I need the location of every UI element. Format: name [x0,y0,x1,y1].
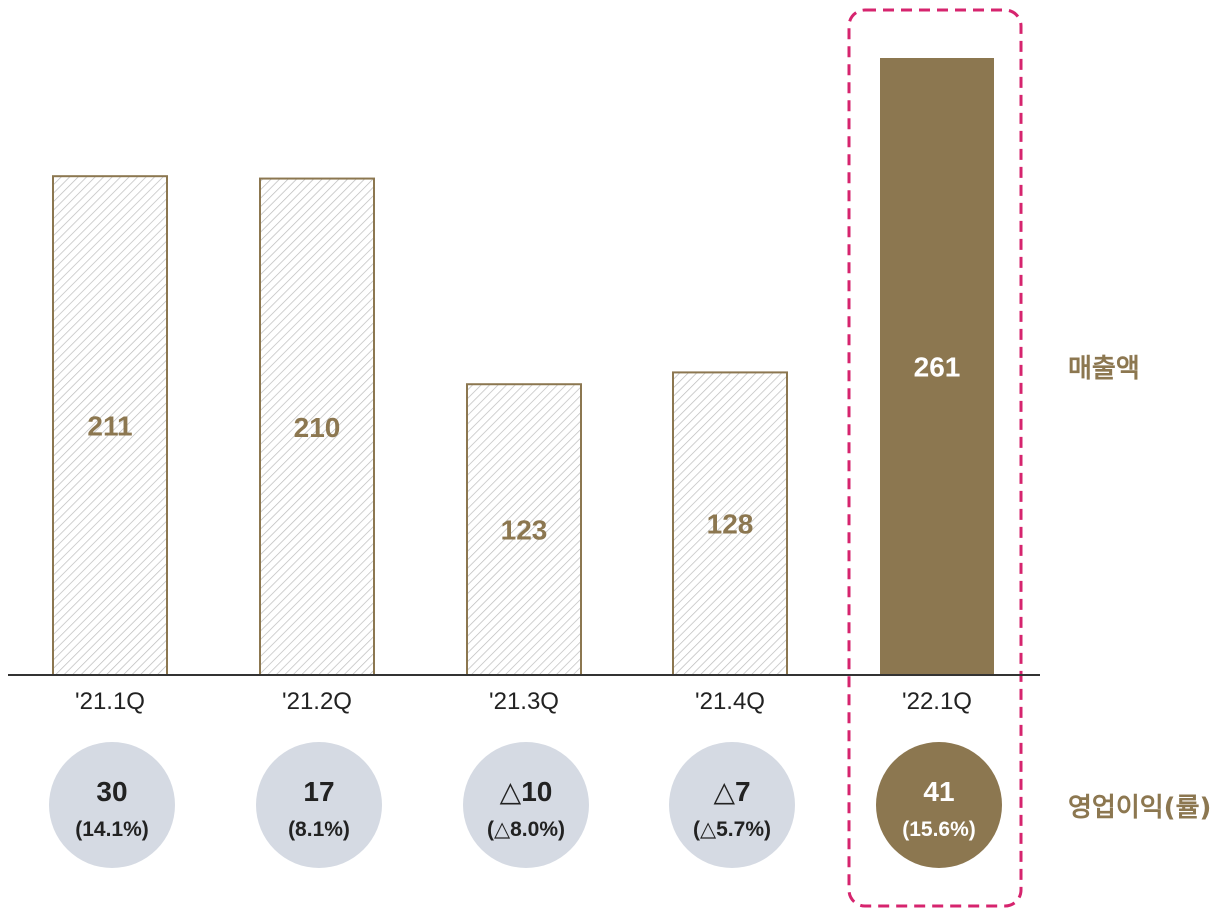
revenue-bars: 211 210 123 128 261 [52,58,994,677]
operating-profit-rate: (14.1%) [75,818,149,841]
operating-profit-rate: (15.6%) [902,818,976,841]
highlight-box [847,8,1023,908]
revenue-value-label: 261 [914,352,961,383]
revenue-series-label: 매출액 [1068,354,1140,384]
x-tick-label: '22.1Q [902,688,972,715]
operating-profit-value: 17 [303,776,334,807]
x-tick-label: '21.1Q [75,688,145,715]
operating-profit-value: 30 [96,776,127,807]
operating-profit-circle [876,742,1002,868]
x-tick-label: '21.4Q [695,688,765,715]
revenue-value-label: 211 [87,411,132,442]
operating-profit-circle [669,742,795,868]
revenue-value-label: 128 [707,509,754,540]
revenue-value-label: 210 [294,412,341,443]
revenue-bar [672,371,788,676]
revenue-bar [259,177,375,676]
operating-profit-value: △10 [500,776,553,807]
revenue-value-label: 123 [501,515,548,546]
operating-profit-rate: (△5.7%) [693,818,771,841]
operating-profit-value: 41 [923,776,954,807]
x-tick-label: '21.2Q [282,688,352,715]
operating-profit-circle [463,742,589,868]
operating-profit-value: △7 [713,776,750,807]
x-tick-label: '21.3Q [489,688,559,715]
revenue-bar [52,175,168,677]
operating-profit-row: 30 (14.1%) 17 (8.1%) △10 (△8.0%) △7 (△5.7%) 41 (1… [49,742,1002,868]
operating-profit-circle [49,742,175,868]
operating-profit-rate: (8.1%) [288,818,350,841]
operating-profit-rate: (△8.0%) [487,818,565,841]
operating-profit-circle [256,742,382,868]
x-axis-tick-labels: '21.1Q '21.2Q '21.3Q '21.4Q '22.1Q [75,688,972,715]
revenue-bar [880,58,994,675]
operating-profit-series-label: 영업이익(률) [1068,793,1211,823]
